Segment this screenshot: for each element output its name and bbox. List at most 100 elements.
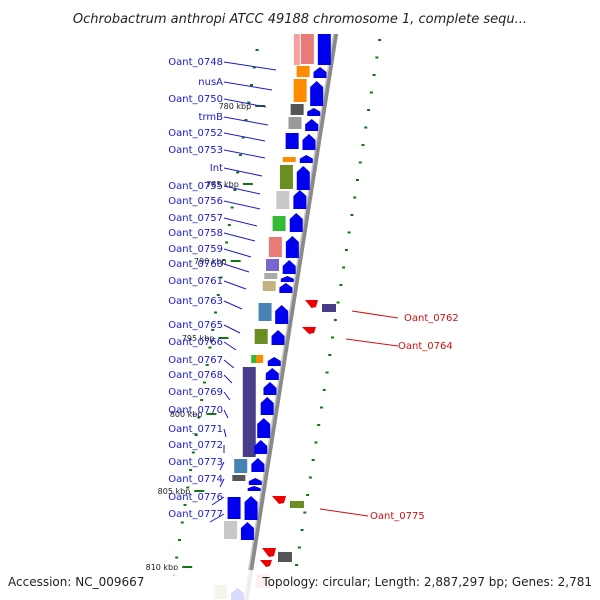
forward-gene-arrow (293, 190, 307, 209)
forward-gene-leader (223, 217, 258, 227)
function-segment (293, 25, 300, 65)
forward-gene-label: Oant_0769 (168, 387, 223, 398)
forward-gene-arrow (248, 478, 262, 485)
forward-gene-arrow (289, 213, 303, 232)
forward-gene-arrow (305, 119, 319, 131)
forward-gene-leader (223, 300, 243, 310)
forward-gene-arrow (282, 260, 296, 274)
forward-gene-leader (223, 132, 266, 142)
outer-tick-dot (344, 249, 348, 251)
scale-label: 780 kbp (219, 102, 252, 111)
forward-gene-label: Oant_0766 (168, 337, 223, 348)
forward-gene-arrow (265, 368, 279, 380)
outer-tick-dot (372, 74, 376, 76)
scale-label: 790 kbp (194, 257, 227, 266)
forward-gene-arrow (313, 67, 327, 78)
forward-gene-label: Oant_0756 (168, 196, 223, 207)
function-segment (272, 216, 286, 231)
outer-tick-dot (378, 39, 382, 41)
inner-tick-dot (191, 451, 195, 454)
forward-gene-arrow (275, 305, 289, 324)
forward-gene-leader (223, 98, 267, 108)
forward-gene-leader (223, 359, 235, 369)
forward-gene-label: Oant_0761 (168, 276, 223, 287)
forward-gene-label: Oant_0777 (168, 509, 223, 520)
function-segment (258, 303, 272, 321)
reverse-gene-arrow (262, 548, 276, 557)
outer-tick-dot (295, 564, 299, 566)
function-segment (242, 367, 256, 457)
reverse-gene-leader (319, 508, 369, 517)
function-segment (290, 104, 304, 115)
outer-tick-dot (311, 459, 315, 461)
forward-gene-arrow (267, 357, 281, 366)
function-segment (254, 329, 268, 344)
outer-tick-dot (317, 424, 321, 426)
function-segment (290, 501, 304, 508)
function-segment (232, 475, 246, 481)
reverse-gene-label: Oant_0762 (404, 313, 459, 324)
function-segment (293, 79, 307, 102)
outer-tick-dot (297, 546, 301, 549)
scale-label: 810 kbp (146, 563, 179, 572)
forward-gene-label: Int (210, 163, 223, 174)
forward-gene-label: Oant_0752 (168, 128, 223, 139)
function-segment (266, 259, 280, 271)
forward-gene-label: Oant_0748 (168, 57, 223, 68)
outer-tick-dot (319, 406, 323, 409)
reverse-gene-leader (345, 338, 399, 347)
map-title: Ochrobactrum anthropi ATCC 49188 chromos… (73, 12, 527, 27)
forward-gene-arrow (310, 81, 324, 106)
gene-layer (214, 25, 336, 600)
outer-tick-dot (339, 284, 343, 286)
inner-tick-dot (183, 504, 187, 506)
forward-gene-leader (223, 248, 252, 258)
forward-gene-label: Oant_0757 (168, 213, 223, 224)
forward-gene-arrow (285, 236, 299, 258)
backbone-layer (243, 24, 340, 600)
forward-gene-leader (209, 513, 225, 523)
outer-tick-dot (375, 56, 379, 59)
forward-gene-label: Oant_0755 (168, 181, 223, 192)
forward-gene-leader (223, 263, 250, 273)
forward-gene-leader (223, 391, 231, 401)
forward-gene-arrow (247, 486, 261, 491)
forward-gene-arrow (299, 155, 313, 163)
accession-text: Accession: NC_009667 (8, 575, 144, 589)
function-segment (282, 157, 296, 162)
title-background (0, 0, 600, 34)
topology-text: Topology: circular; Length: 2,887,297 bp… (261, 575, 592, 589)
inner-tick-dot (197, 416, 201, 419)
footer-background (0, 570, 600, 600)
forward-gene-arrow (240, 522, 254, 540)
forward-gene-label: Oant_0774 (168, 474, 223, 485)
function-segment (224, 521, 238, 539)
outer-tick-dot (347, 231, 351, 234)
inner-tick-dot (189, 469, 193, 471)
inner-tick-dot (177, 539, 181, 541)
forward-gene-arrow (279, 283, 293, 293)
inner-tick-dot (211, 329, 215, 331)
inner-tick-dot (194, 434, 198, 436)
outer-tick-dot (367, 109, 371, 111)
outer-tick-dot (358, 161, 362, 164)
outer-tick-dot (350, 214, 354, 216)
inner-tick-dot (180, 521, 184, 524)
inner-tick-dot (250, 84, 254, 86)
outer-tick-dot (306, 494, 310, 496)
inner-tick-dot (247, 101, 251, 104)
forward-gene-leader (223, 280, 247, 290)
forward-gene-leader (223, 200, 261, 210)
forward-gene-label: Oant_0772 (168, 440, 223, 451)
forward-gene-arrow (263, 382, 277, 395)
forward-gene-leader (219, 461, 225, 471)
reverse-gene-arrow (260, 560, 272, 567)
forward-gene-label: Oant_0763 (168, 296, 223, 307)
backbone-line (243, 24, 340, 600)
forward-gene-arrow (280, 276, 294, 282)
outer-tick-dot (355, 179, 359, 181)
outer-tick-dot (314, 441, 318, 444)
scale-label: 785 kbp (206, 180, 239, 189)
scale-label: 805 kbp (158, 487, 191, 496)
forward-gene-label: Oant_0773 (168, 457, 223, 468)
